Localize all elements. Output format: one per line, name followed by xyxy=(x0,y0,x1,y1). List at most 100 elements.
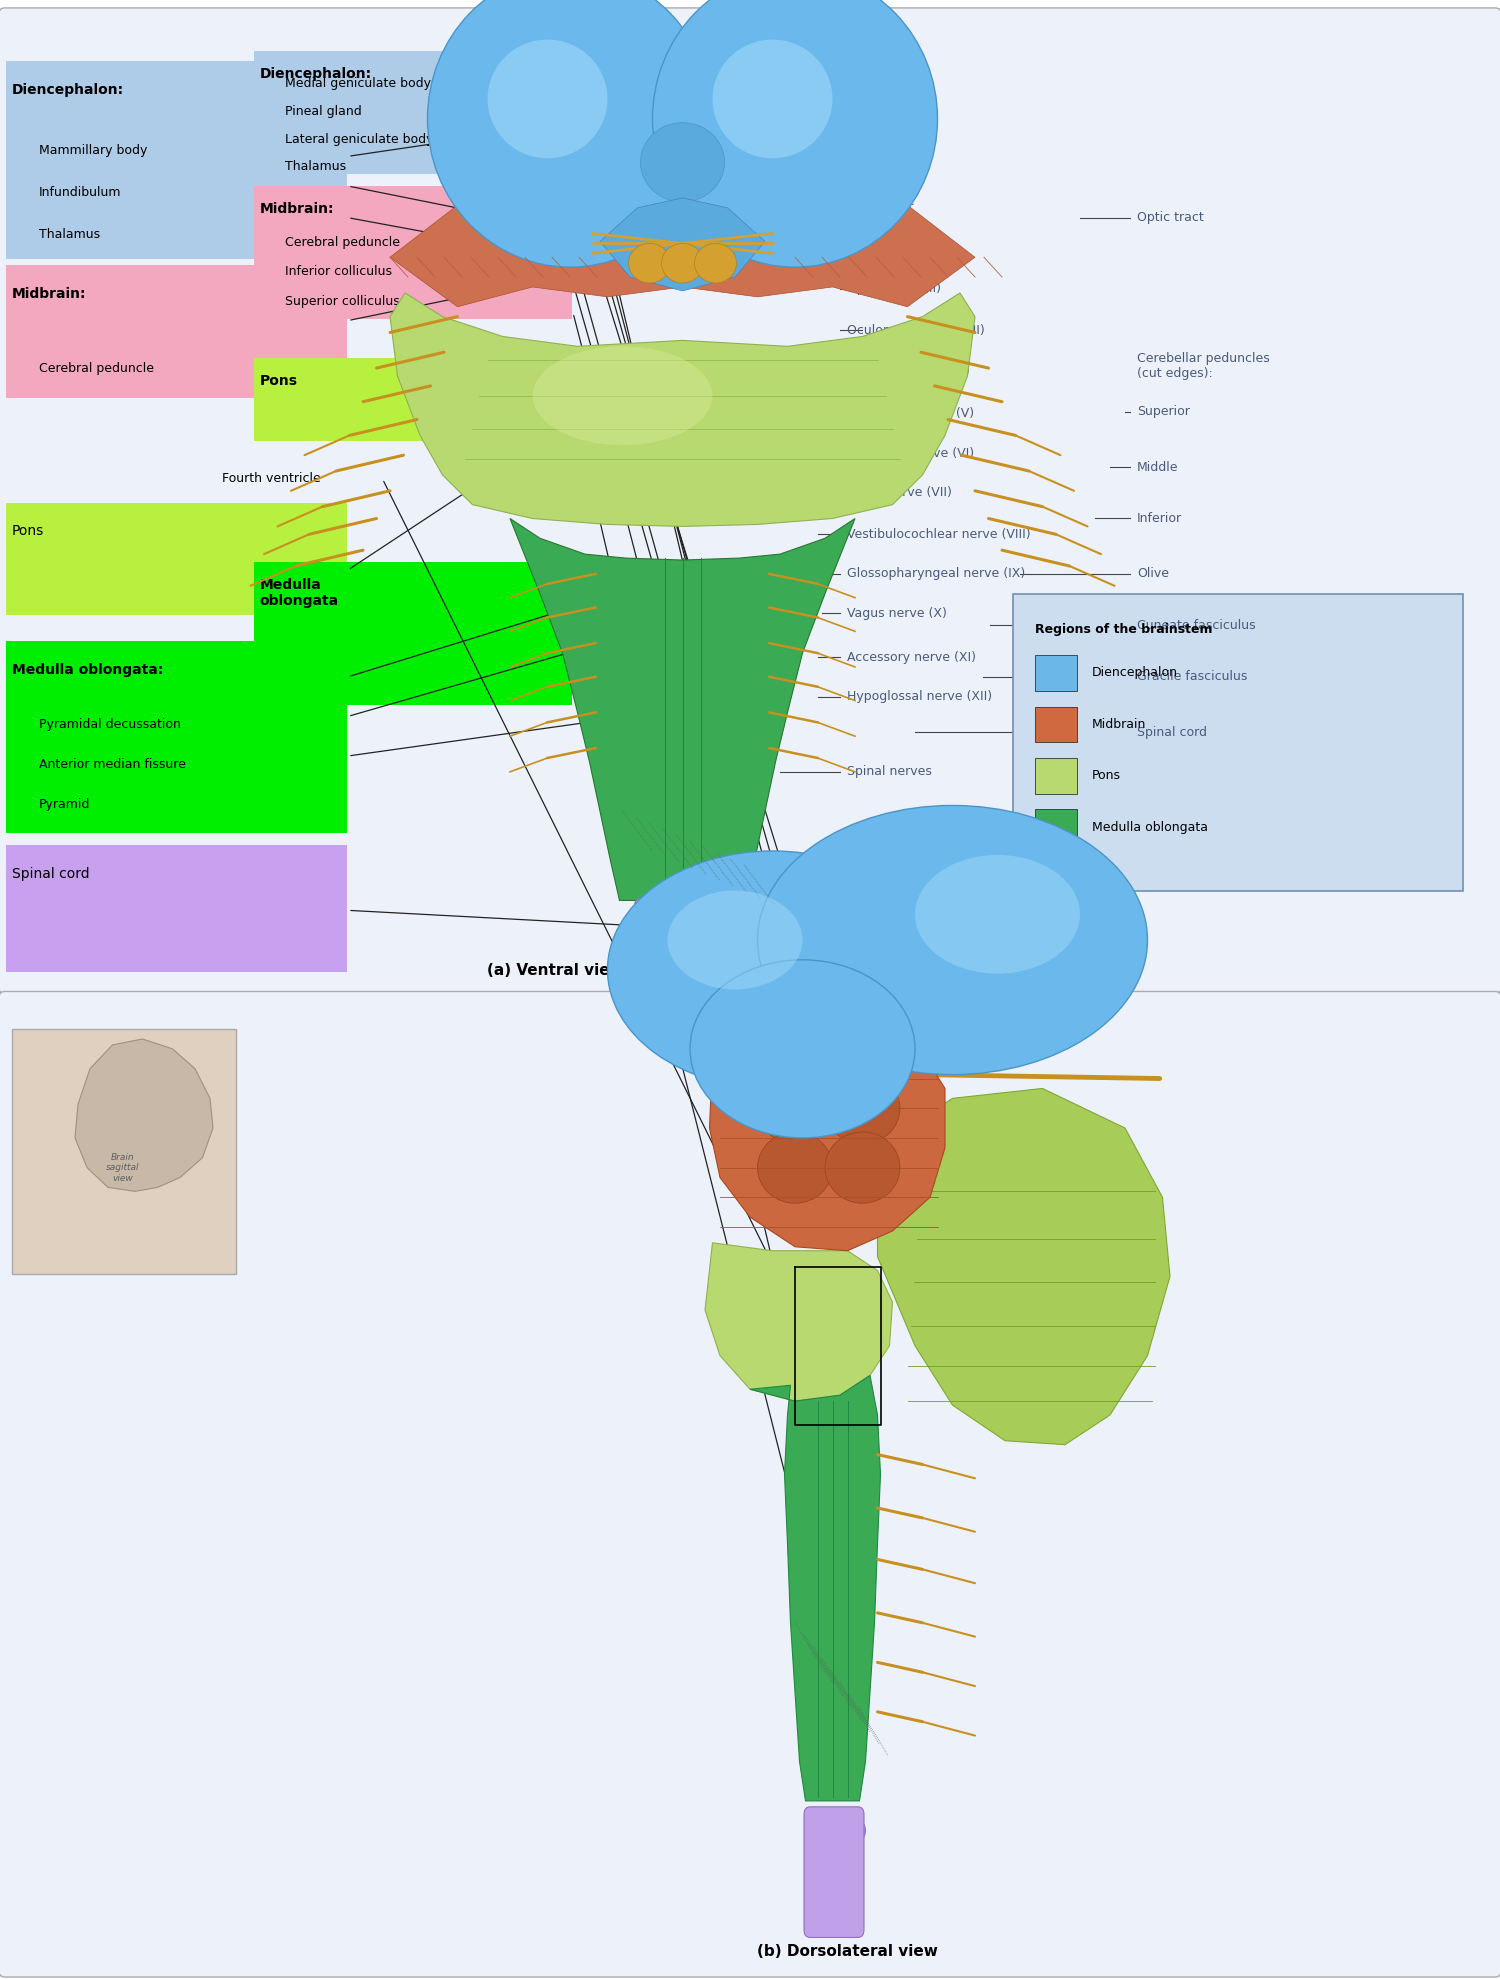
Text: Pyramidal decussation: Pyramidal decussation xyxy=(39,718,182,732)
Text: Spinal nerves: Spinal nerves xyxy=(847,766,933,778)
Ellipse shape xyxy=(694,243,736,283)
Polygon shape xyxy=(705,1243,892,1401)
Ellipse shape xyxy=(712,40,833,158)
Text: Glossopharyngeal nerve (IX): Glossopharyngeal nerve (IX) xyxy=(847,568,1026,580)
Text: Fourth ventricle: Fourth ventricle xyxy=(222,473,321,485)
FancyBboxPatch shape xyxy=(6,503,346,615)
Text: Pons: Pons xyxy=(12,524,45,538)
Text: Spinal cord: Spinal cord xyxy=(1137,726,1208,738)
Text: Infundibulum: Infundibulum xyxy=(39,186,122,200)
Text: Thalamus: Thalamus xyxy=(285,160,346,174)
Text: Midbrain:: Midbrain: xyxy=(260,202,334,216)
Ellipse shape xyxy=(640,123,724,202)
Text: Pineal gland: Pineal gland xyxy=(285,105,362,119)
Ellipse shape xyxy=(690,960,915,1138)
Text: Pons: Pons xyxy=(1092,770,1120,782)
Text: Pyramid: Pyramid xyxy=(39,798,90,811)
Polygon shape xyxy=(390,293,975,526)
Text: Cerebellar peduncles
(cut edges):: Cerebellar peduncles (cut edges): xyxy=(1137,352,1269,380)
FancyBboxPatch shape xyxy=(0,991,1500,1977)
Text: Inferior colliculus: Inferior colliculus xyxy=(285,265,392,279)
Text: Mammillary body: Mammillary body xyxy=(39,144,147,158)
Text: (a) Ventral view: (a) Ventral view xyxy=(486,962,624,978)
FancyBboxPatch shape xyxy=(0,8,1500,993)
FancyBboxPatch shape xyxy=(6,61,346,259)
FancyBboxPatch shape xyxy=(254,51,572,174)
Ellipse shape xyxy=(532,346,712,445)
FancyBboxPatch shape xyxy=(1013,594,1462,891)
Text: Inferior: Inferior xyxy=(1137,513,1182,524)
Text: Spinal cord: Spinal cord xyxy=(12,867,90,881)
FancyBboxPatch shape xyxy=(634,898,730,993)
Bar xyxy=(1035,707,1077,742)
Ellipse shape xyxy=(758,1073,833,1144)
Text: Diencephalon:: Diencephalon: xyxy=(260,67,372,81)
Ellipse shape xyxy=(825,1132,900,1203)
Text: Thalamus: Thalamus xyxy=(39,228,101,241)
Text: Anterior median fissure: Anterior median fissure xyxy=(39,758,186,772)
FancyBboxPatch shape xyxy=(6,265,346,398)
Polygon shape xyxy=(510,518,855,900)
Text: Medulla oblongata:: Medulla oblongata: xyxy=(12,663,164,677)
Polygon shape xyxy=(75,1039,213,1191)
Text: Medial geniculate body: Medial geniculate body xyxy=(285,77,430,91)
FancyBboxPatch shape xyxy=(804,1807,864,1937)
Text: Middle: Middle xyxy=(1137,461,1179,473)
Text: Cerebral peduncle: Cerebral peduncle xyxy=(285,236,400,249)
Text: Medulla
oblongata: Medulla oblongata xyxy=(260,578,339,608)
Ellipse shape xyxy=(662,243,704,283)
Text: Pons: Pons xyxy=(260,374,297,388)
Text: Vestibulocochlear nerve (VIII): Vestibulocochlear nerve (VIII) xyxy=(847,528,1030,540)
Bar xyxy=(1035,655,1077,691)
Text: Accessory nerve (XI): Accessory nerve (XI) xyxy=(847,651,976,663)
Text: Lateral geniculate body: Lateral geniculate body xyxy=(285,133,434,146)
Text: Vagus nerve (X): Vagus nerve (X) xyxy=(847,608,948,619)
Text: Trigeminal nerve (V): Trigeminal nerve (V) xyxy=(847,408,975,420)
Text: Facial nerve (VII): Facial nerve (VII) xyxy=(847,487,952,499)
Text: Regions of the brainstem: Regions of the brainstem xyxy=(1035,623,1212,637)
Ellipse shape xyxy=(427,0,712,267)
Polygon shape xyxy=(878,1088,1170,1445)
Text: Cranial nerves:: Cranial nerves: xyxy=(847,245,942,257)
Text: Optic nerve (II): Optic nerve (II) xyxy=(847,283,942,295)
Ellipse shape xyxy=(488,40,608,158)
Text: Cuneate fasciculus: Cuneate fasciculus xyxy=(1137,619,1256,631)
Text: Medulla oblongata: Medulla oblongata xyxy=(1092,821,1208,833)
Polygon shape xyxy=(710,1029,945,1251)
FancyBboxPatch shape xyxy=(6,845,346,972)
Text: Optic tract: Optic tract xyxy=(847,196,914,208)
Text: Diencephalon: Diencephalon xyxy=(1092,667,1178,679)
Text: Trochlear nerve (IV): Trochlear nerve (IV) xyxy=(847,364,970,376)
Text: Olive: Olive xyxy=(1137,568,1168,580)
Bar xyxy=(1035,809,1077,845)
FancyBboxPatch shape xyxy=(6,641,346,833)
Ellipse shape xyxy=(608,851,938,1088)
Ellipse shape xyxy=(915,855,1080,974)
Ellipse shape xyxy=(758,1132,833,1203)
Ellipse shape xyxy=(758,805,1148,1075)
Text: Diencephalon:: Diencephalon: xyxy=(12,83,125,97)
Text: Brain
sagittal
view: Brain sagittal view xyxy=(106,1152,140,1183)
FancyBboxPatch shape xyxy=(12,1029,236,1274)
Text: Optic tract: Optic tract xyxy=(1137,212,1203,224)
Ellipse shape xyxy=(806,1811,865,1850)
Text: Oculomotor nerve (III): Oculomotor nerve (III) xyxy=(847,325,986,336)
Ellipse shape xyxy=(626,887,740,986)
Text: Superior colliculus: Superior colliculus xyxy=(285,295,399,309)
Ellipse shape xyxy=(668,891,802,990)
Bar xyxy=(1035,758,1077,794)
Text: (b) Dorsolateral view: (b) Dorsolateral view xyxy=(758,1943,938,1959)
Polygon shape xyxy=(600,198,765,291)
Text: Superior: Superior xyxy=(1137,406,1190,418)
FancyBboxPatch shape xyxy=(254,562,572,705)
Text: Cerebral peduncle: Cerebral peduncle xyxy=(39,362,154,376)
FancyBboxPatch shape xyxy=(254,186,572,319)
Text: Gracile fasciculus: Gracile fasciculus xyxy=(1137,671,1248,683)
Text: Abducens nerve (VI): Abducens nerve (VI) xyxy=(847,447,975,459)
Ellipse shape xyxy=(628,243,670,283)
Ellipse shape xyxy=(652,0,938,267)
Polygon shape xyxy=(390,182,975,307)
Text: Midbrain: Midbrain xyxy=(1092,718,1146,730)
Polygon shape xyxy=(750,1375,880,1801)
Ellipse shape xyxy=(825,1073,900,1144)
